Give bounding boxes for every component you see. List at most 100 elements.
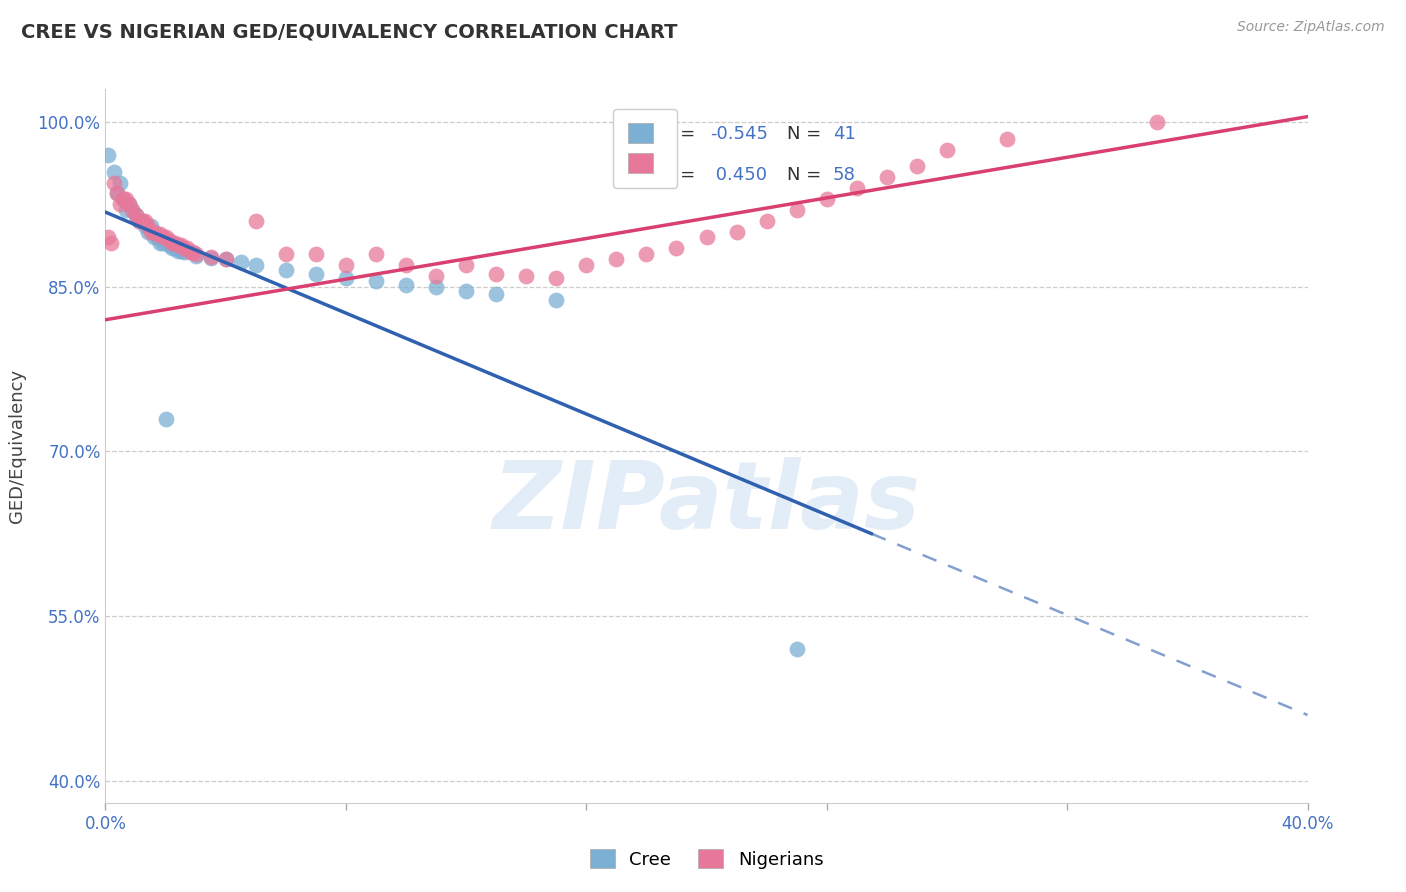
- Point: [110, 176, 132, 190]
- Point: [995, 131, 1018, 145]
- Point: [184, 247, 207, 261]
- Point: [139, 219, 162, 234]
- Point: [845, 181, 868, 195]
- Point: [425, 280, 447, 294]
- Point: [148, 227, 170, 241]
- Point: [97, 230, 120, 244]
- Point: [200, 252, 222, 266]
- Point: [245, 258, 267, 272]
- Point: [160, 241, 183, 255]
- Point: [546, 271, 568, 285]
- Y-axis label: GED/Equivalency: GED/Equivalency: [8, 369, 27, 523]
- Point: [103, 164, 125, 178]
- Text: 41: 41: [832, 125, 856, 143]
- Point: [131, 214, 153, 228]
- Legend: Cree, Nigerians: Cree, Nigerians: [582, 841, 831, 876]
- Point: [166, 238, 188, 252]
- Text: R =: R =: [662, 125, 702, 143]
- Point: [485, 267, 508, 281]
- Text: Source: ZipAtlas.com: Source: ZipAtlas.com: [1237, 20, 1385, 34]
- Point: [157, 233, 180, 247]
- Point: [118, 197, 141, 211]
- Point: [636, 247, 658, 261]
- Point: [274, 247, 297, 261]
- Text: N =: N =: [787, 125, 827, 143]
- Point: [696, 230, 718, 244]
- Point: [176, 241, 198, 255]
- Point: [169, 238, 191, 252]
- Point: [139, 225, 162, 239]
- Point: [214, 252, 236, 267]
- Point: [335, 258, 357, 272]
- Point: [274, 263, 297, 277]
- Point: [876, 169, 898, 184]
- Text: N =: N =: [787, 166, 827, 184]
- Point: [200, 250, 222, 264]
- Point: [136, 219, 159, 234]
- Point: [245, 214, 267, 228]
- Point: [142, 230, 165, 244]
- Point: [166, 244, 188, 258]
- Point: [124, 209, 146, 223]
- Point: [115, 202, 138, 217]
- Point: [173, 241, 195, 255]
- Point: [181, 244, 204, 259]
- Point: [454, 258, 477, 272]
- Point: [425, 268, 447, 283]
- Point: [112, 192, 135, 206]
- Point: [136, 225, 159, 239]
- Point: [100, 235, 122, 250]
- Point: [115, 192, 138, 206]
- Point: [169, 244, 191, 258]
- Point: [134, 219, 156, 234]
- Point: [229, 254, 252, 268]
- Point: [112, 192, 135, 206]
- Point: [107, 186, 129, 201]
- Point: [160, 235, 183, 250]
- Point: [142, 225, 165, 239]
- Point: [124, 209, 146, 223]
- Point: [305, 247, 328, 261]
- Point: [103, 176, 125, 190]
- Point: [725, 225, 748, 239]
- Point: [1146, 115, 1168, 129]
- Point: [364, 247, 387, 261]
- Point: [665, 241, 688, 255]
- Point: [152, 235, 174, 250]
- Point: [128, 214, 150, 228]
- Point: [97, 148, 120, 162]
- Point: [157, 238, 180, 252]
- Point: [454, 284, 477, 298]
- Point: [134, 214, 156, 228]
- Point: [131, 214, 153, 228]
- Text: R =: R =: [662, 166, 702, 184]
- Text: ZIPatlas: ZIPatlas: [492, 457, 921, 549]
- Point: [905, 159, 928, 173]
- Point: [575, 258, 598, 272]
- Point: [755, 214, 778, 228]
- Point: [163, 235, 186, 250]
- Text: 58: 58: [832, 166, 856, 184]
- Point: [173, 244, 195, 259]
- Point: [184, 249, 207, 263]
- Point: [395, 258, 418, 272]
- Point: [128, 214, 150, 228]
- Point: [786, 202, 808, 217]
- Point: [110, 197, 132, 211]
- Point: [148, 235, 170, 250]
- Point: [485, 287, 508, 301]
- Point: [605, 252, 627, 267]
- Point: [118, 197, 141, 211]
- Text: CREE VS NIGERIAN GED/EQUIVALENCY CORRELATION CHART: CREE VS NIGERIAN GED/EQUIVALENCY CORRELA…: [21, 22, 678, 41]
- Point: [815, 192, 838, 206]
- Point: [121, 202, 143, 217]
- Point: [515, 268, 537, 283]
- Point: [107, 186, 129, 201]
- Point: [145, 230, 167, 244]
- Point: [936, 143, 959, 157]
- Point: [179, 244, 201, 259]
- Point: [145, 227, 167, 241]
- Point: [335, 271, 357, 285]
- Point: [155, 230, 177, 244]
- Point: [155, 411, 177, 425]
